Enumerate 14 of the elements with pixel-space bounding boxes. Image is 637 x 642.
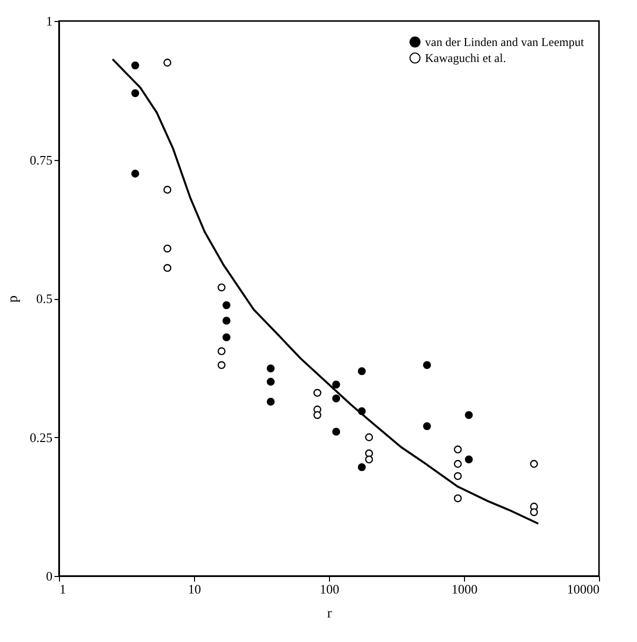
legend-label: van der Linden and van Leemput bbox=[425, 35, 585, 49]
x-tick-label: 10 bbox=[188, 582, 201, 596]
x-axis-title: r bbox=[327, 606, 332, 622]
y-tick-label: 0.25 bbox=[30, 430, 52, 445]
x-tick-label: 10000 bbox=[567, 582, 600, 596]
y-tick-label: 0.5 bbox=[36, 291, 52, 306]
x-tick-label: 100 bbox=[320, 582, 340, 596]
y-tick-label: 0 bbox=[46, 568, 52, 584]
x-tick-label: 1 bbox=[60, 582, 66, 596]
x-tick-label: 1000 bbox=[452, 582, 478, 596]
y-tick-label: 0.75 bbox=[30, 152, 52, 168]
legend-label: Kawaguchi et al. bbox=[425, 51, 506, 65]
y-tick-label: 1 bbox=[46, 14, 52, 28]
y-axis-title: p bbox=[6, 296, 21, 302]
